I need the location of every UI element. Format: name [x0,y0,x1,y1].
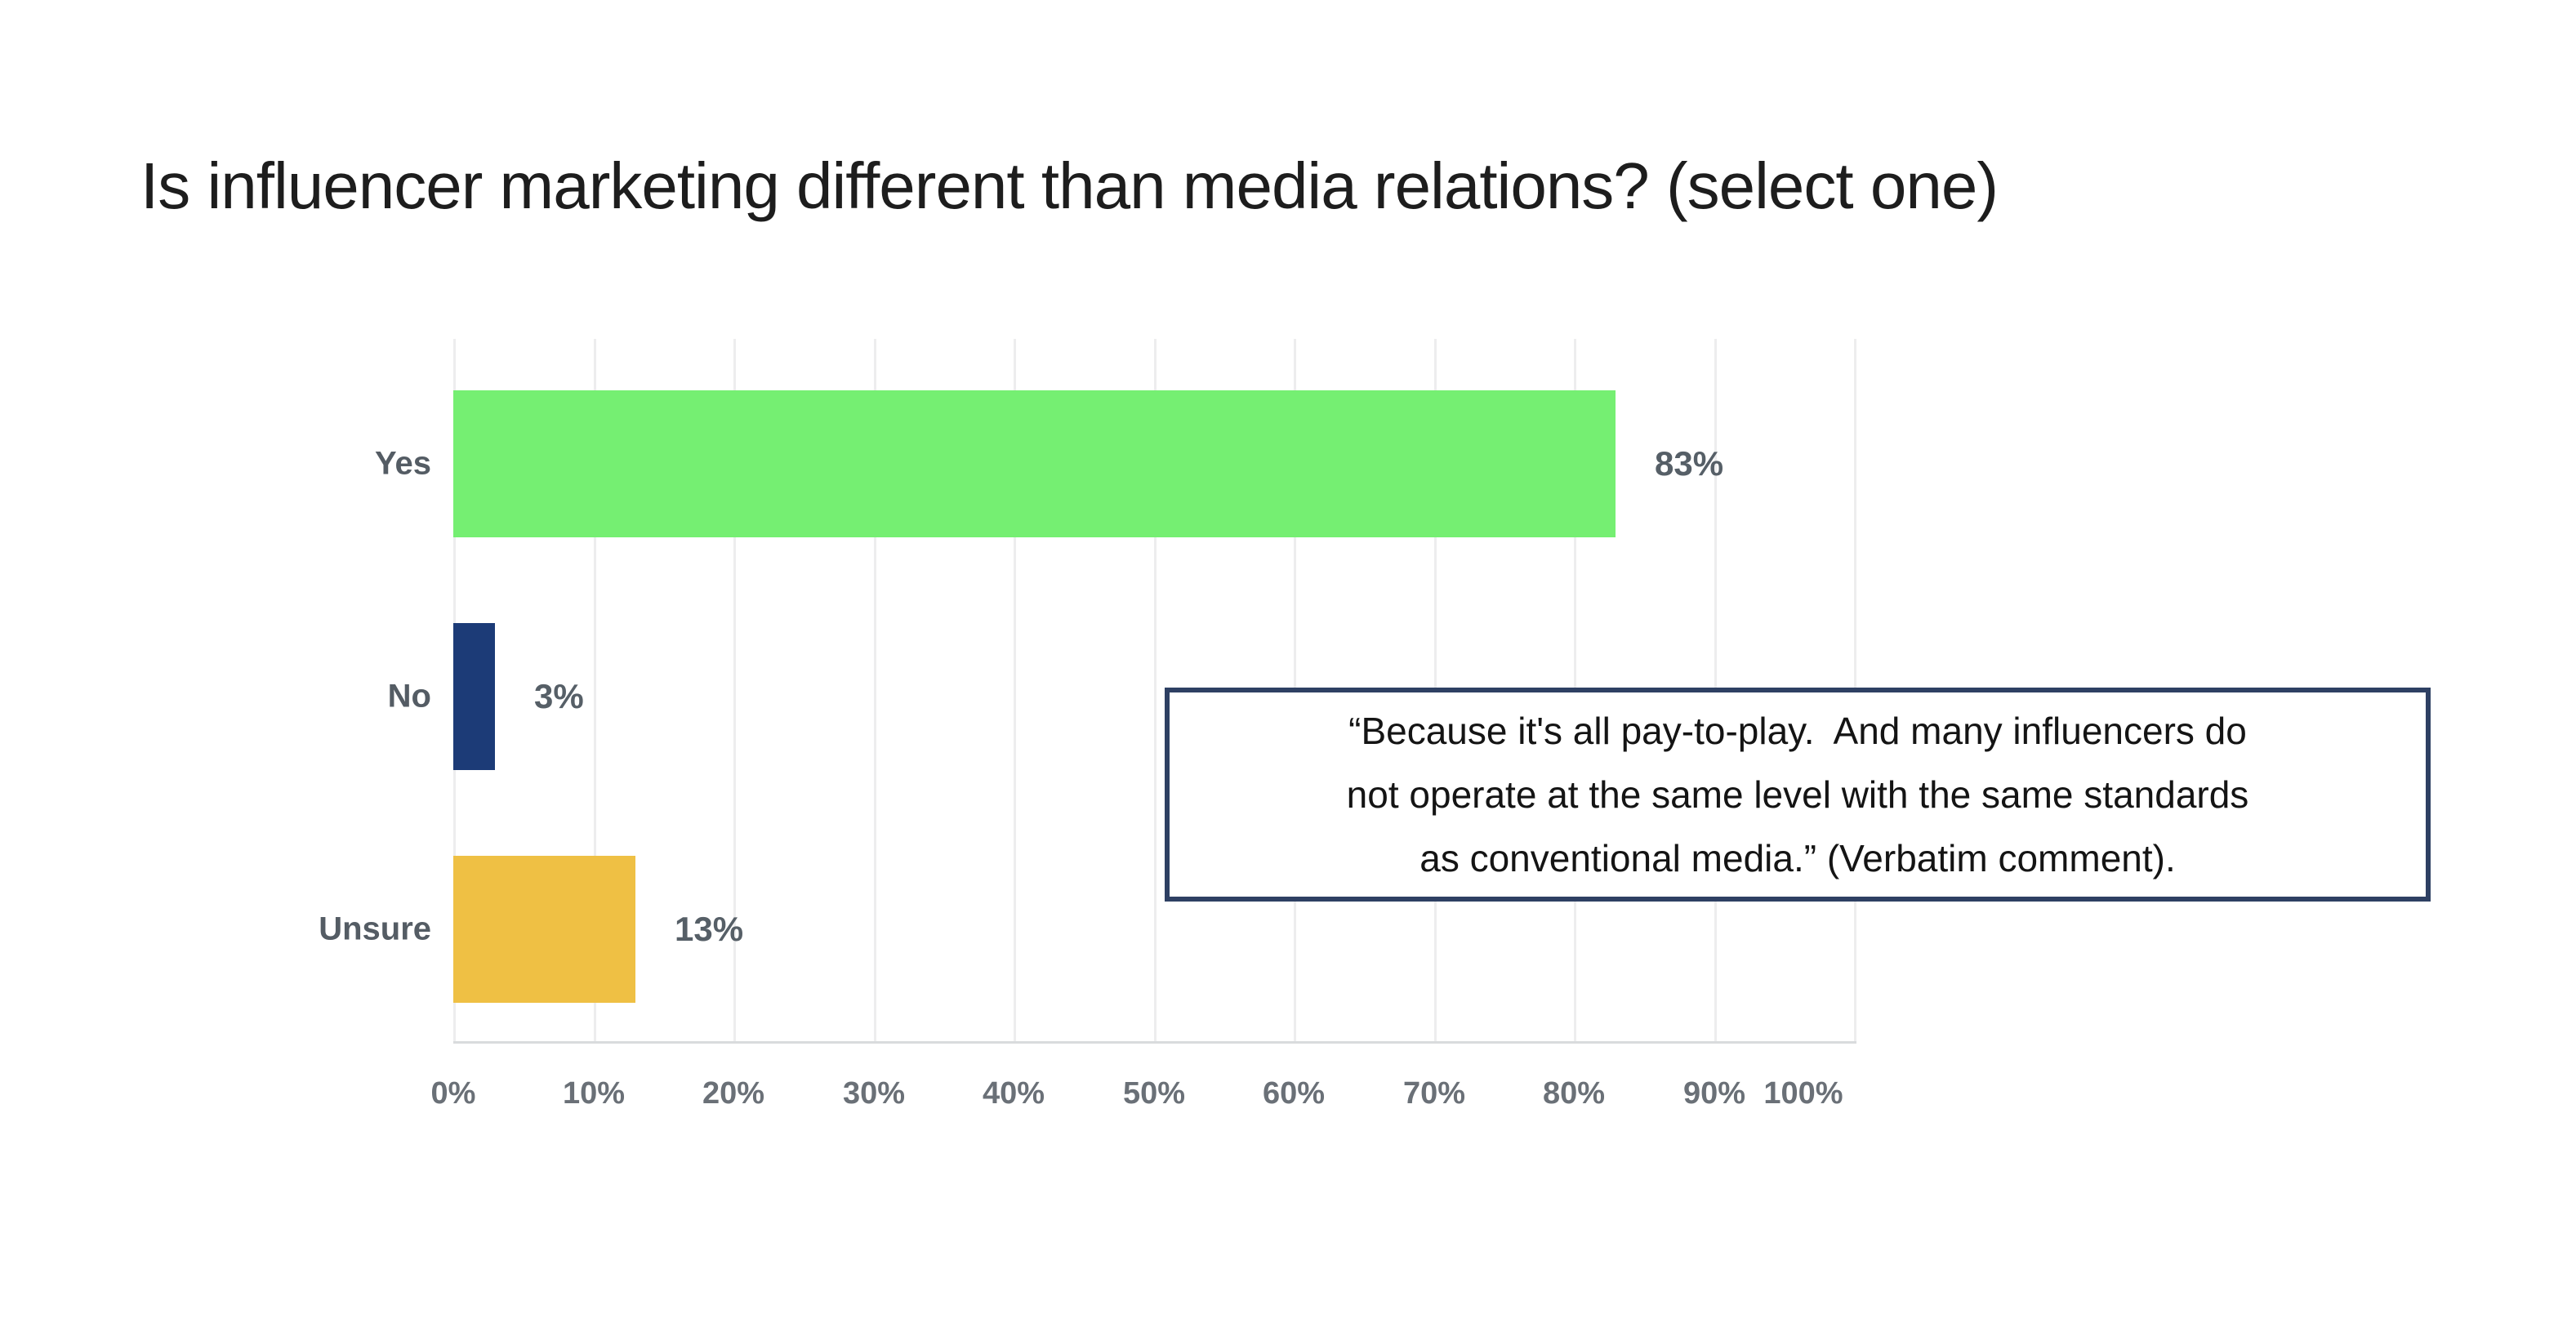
verbatim-quote-box: “Because it's all pay-to-play. And many … [1165,688,2431,902]
bar-unsure [453,856,635,1003]
x-tick-label-10%: 10% [562,1076,626,1111]
x-tick-label-0%: 0% [430,1076,476,1111]
value-label-yes: 83% [1655,444,1724,483]
plot-area [453,339,1856,1043]
x-axis-line [453,1041,1856,1044]
x-tick-label-90%: 90% [1682,1076,1746,1111]
value-label-unsure: 13% [675,910,744,948]
x-tick-label-50%: 50% [1122,1076,1186,1111]
x-tick-label-20%: 20% [702,1076,765,1111]
x-tick-label-70%: 70% [1402,1076,1466,1111]
category-label-no: No [387,678,431,715]
page-title: Is influencer marketing different than m… [140,149,1999,222]
gridline-30% [874,339,876,1043]
gridline-10% [594,339,596,1043]
x-tick-label-40%: 40% [982,1076,1045,1111]
verbatim-quote-text: “Because it's all pay-to-play. And many … [1346,710,2249,879]
category-label-yes: Yes [375,445,431,482]
value-label-no: 3% [534,677,584,715]
x-tick-label-30%: 30% [842,1076,906,1111]
x-tick-label-100%: 100% [1763,1076,1843,1111]
category-label-unsure: Unsure [319,911,431,947]
x-tick-label-80%: 80% [1542,1076,1606,1111]
x-tick-label-60%: 60% [1262,1076,1326,1111]
category-labels: Yes No Unsure [0,339,431,1043]
gridline-40% [1014,339,1016,1043]
bar-no [453,623,496,770]
bar-yes [453,390,1616,537]
gridline-20% [733,339,736,1043]
gridline-50% [1154,339,1157,1043]
